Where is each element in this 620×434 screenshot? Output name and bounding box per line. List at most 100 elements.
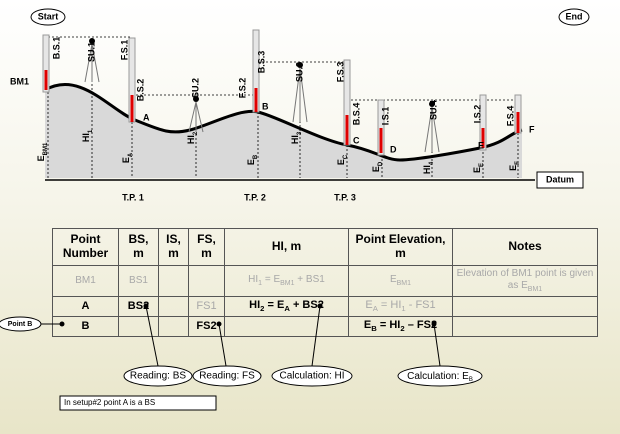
text-part: E: [36, 155, 46, 161]
subscript: B: [469, 377, 473, 383]
staff-reading: [44, 70, 48, 90]
header-row: Point Number BS, m IS, m FS, m HI, m Point El…: [52, 228, 598, 266]
subscript: B: [371, 324, 377, 334]
elevation-label: EF: [508, 161, 520, 171]
text-part: HI: [422, 165, 432, 174]
cell: [188, 265, 225, 297]
header-cell: Notes: [452, 228, 598, 266]
cell: EA = HI1 - FS1: [348, 296, 453, 317]
staff-label: SU.4: [428, 100, 438, 120]
text-part: E: [371, 166, 381, 172]
datum-label: Datum: [546, 174, 574, 184]
callout-calc-hi: Calculation: HI: [279, 371, 344, 382]
elevation-label: HI4: [422, 161, 434, 174]
text-part: - FS1: [405, 298, 436, 311]
staff-label: I.S.1: [380, 107, 390, 126]
cell: BM1: [52, 265, 119, 297]
staff-label: B.S.2: [135, 79, 145, 102]
callout-reading-fs: Reading: FS: [199, 371, 255, 382]
subscript: BM1: [43, 142, 49, 155]
header-cell: FS, m: [188, 228, 225, 266]
text-part: = E: [262, 273, 281, 285]
instrument: [89, 38, 95, 44]
subscript: 2: [260, 304, 265, 314]
cell: Elevation of BM1 point is given as EBM1: [452, 265, 598, 297]
subscript: 1: [88, 129, 94, 133]
staff-label: F.S.1: [119, 40, 129, 61]
subscript: A: [284, 304, 290, 314]
text-part: Elevation of BM1 point is given as E: [456, 268, 594, 291]
cell: EBM1: [348, 265, 453, 297]
subscript: BM1: [396, 279, 412, 287]
cell: HI1 = EBM1 + BS1: [224, 265, 349, 297]
cell: [452, 316, 598, 337]
staff-label: SU.1: [86, 42, 96, 62]
header-cell: IS, m: [158, 228, 189, 266]
callout-calc-eb: Calculation: EB: [407, 371, 473, 383]
elevation-label: EC: [336, 154, 348, 165]
turning-point-label: T.P. 3: [334, 192, 356, 202]
cell: [158, 316, 189, 337]
staff-reading: [481, 128, 485, 148]
elevation-label: EB: [246, 154, 258, 165]
cell: [224, 316, 349, 337]
subscript: 4: [429, 161, 435, 165]
subscript: A: [372, 304, 378, 314]
header-cell: Point Number: [52, 228, 119, 266]
staff: [377, 99, 385, 156]
staff-label: B.S.1: [51, 37, 61, 60]
text-part: HI: [249, 298, 261, 311]
leveling-table: Point Number BS, m IS, m FS, m HI, m Point El…: [52, 228, 598, 337]
text-part: E: [336, 159, 346, 165]
text-part: E: [389, 273, 397, 285]
start-label: Start: [38, 11, 59, 21]
instrument: [297, 62, 303, 68]
header-cell: BS, m: [118, 228, 159, 266]
cell: B: [52, 316, 119, 337]
subscript: 1: [401, 304, 406, 314]
staff-label: B.S.3: [256, 51, 266, 74]
start-badge: [30, 8, 66, 26]
text-part: E: [508, 165, 518, 171]
elevation-label: EA: [121, 152, 133, 163]
instrument: [193, 96, 199, 102]
elevation-label: HI2: [186, 131, 198, 144]
table-row: B FS2 EB = HI2 – FS2: [52, 316, 598, 337]
elevation-label: EE: [472, 163, 484, 173]
cell: FS2: [188, 316, 225, 337]
table-body: BM1 BS1 HI1 = EBM1 + BS1 EBM1 Elevation of B…: [52, 265, 598, 337]
point-label: E: [478, 140, 484, 150]
point-label: A: [143, 112, 150, 122]
cell: BS2: [118, 296, 159, 317]
subscript: 3: [297, 131, 303, 135]
text-part: HI: [186, 135, 196, 144]
staff-label: I.S.2: [472, 105, 482, 124]
elevation-label: HI1: [81, 129, 93, 142]
diagram: Start End Datum BM1 B.S.1 SU.1 F.S.1 B.S.2 S…: [10, 8, 590, 202]
turning-point-label: T.P. 1: [122, 192, 144, 202]
bm-label: BM1: [10, 76, 29, 86]
callout-reading-bs: Reading: BS: [130, 371, 186, 382]
staff-label: SU.2: [190, 78, 200, 98]
staff-reading: [130, 95, 134, 122]
datum-box: [536, 171, 584, 189]
staff-label: F.S.3: [335, 62, 345, 83]
subscript: 1: [258, 279, 263, 287]
turning-point-label: T.P. 2: [244, 192, 266, 202]
subscript: A: [128, 152, 134, 157]
subscript: 2: [193, 131, 199, 135]
subscript: C: [343, 154, 349, 159]
text-part: = HI: [377, 298, 402, 311]
staff-label: F.S.4: [505, 106, 515, 127]
point-label: B: [262, 101, 269, 111]
text-part: E: [121, 157, 131, 163]
table-row: A BS2 FS1 HI2 = EA + BS2 EA = HI1 - FS1: [52, 296, 598, 317]
text-part: HI: [290, 135, 300, 144]
point-label: C: [353, 135, 360, 145]
header-cell: HI, m: [224, 228, 349, 266]
point-label: D: [390, 144, 397, 154]
subscript: BM1: [280, 279, 295, 287]
text-part: E: [363, 318, 372, 331]
cell: EB = HI2 – FS2: [348, 316, 453, 337]
